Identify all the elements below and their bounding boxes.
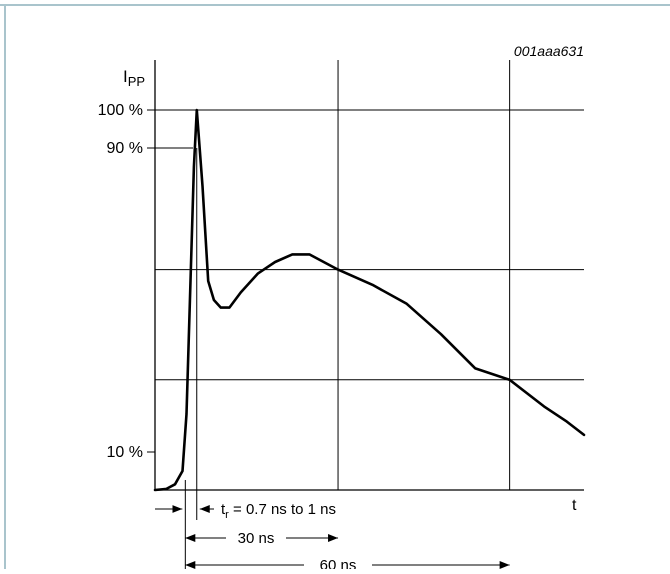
figure-id: 001aaa631: [514, 43, 584, 59]
rise-time-label: tr = 0.7 ns to 1 ns: [221, 501, 336, 521]
y-ticks: 100 % 90 % 10 %: [98, 102, 193, 461]
dim-30-label: 30 ns: [238, 530, 275, 547]
dim-60-label: 60 ns: [320, 557, 357, 569]
y-tick-label-10: 10 %: [107, 444, 143, 461]
waveform-line: [153, 108, 586, 492]
y-tick-label-90: 90 %: [107, 140, 143, 157]
grid: [155, 60, 584, 490]
y-axis-label: IPP: [123, 67, 145, 89]
y-tick-label-100: 100 %: [98, 102, 143, 119]
x-axis-label: t: [572, 497, 577, 514]
